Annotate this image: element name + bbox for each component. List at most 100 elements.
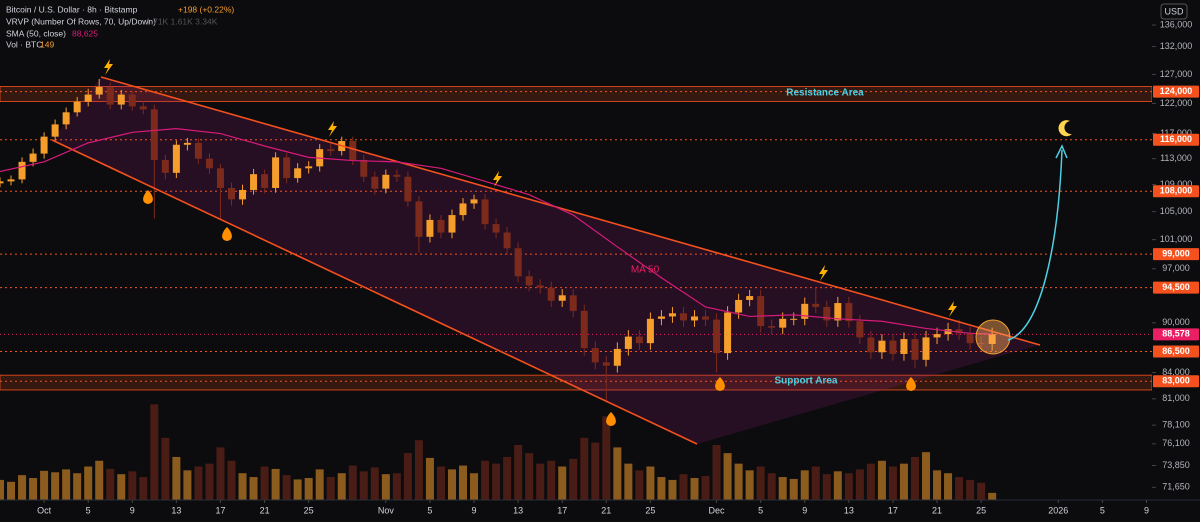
volume-bar (811, 466, 820, 500)
x-tick-label: 21 (260, 505, 270, 515)
volume-bar (271, 468, 280, 500)
volume-bar (62, 469, 71, 500)
y-tick-label: 101,000 (1160, 234, 1193, 244)
vol-value: 149 (40, 39, 54, 49)
candle-body (51, 124, 59, 137)
candle-body (492, 224, 500, 233)
volume-bar (282, 475, 291, 500)
lightning-icons (104, 59, 957, 317)
currency-box[interactable] (1160, 3, 1188, 20)
vol-label: Vol · BTC (6, 39, 42, 49)
volume-bar (514, 445, 523, 500)
candle-body (735, 299, 743, 313)
change: +198 (+0.22%) (178, 4, 234, 14)
volume-bar (866, 463, 875, 500)
x-tick-label: 9 (802, 505, 807, 515)
volume-bar (503, 456, 512, 500)
candle-body (569, 295, 577, 311)
candle-body (250, 174, 258, 190)
volume-bar (40, 470, 49, 500)
volume-bar (194, 466, 203, 500)
candle-body (459, 203, 467, 216)
candle-body (150, 109, 158, 160)
candle-body (801, 303, 809, 319)
volume-bar (161, 437, 170, 500)
volume-bar (459, 465, 468, 500)
volume-bar (569, 458, 578, 500)
x-tick-label: 5 (1100, 505, 1105, 515)
x-tick-label: 5 (758, 505, 763, 515)
volume-bar (29, 478, 38, 500)
resistance-label: Resistance Area (786, 88, 864, 99)
volume-bar (668, 479, 677, 500)
candle-body (657, 316, 665, 319)
volume-bar (436, 466, 445, 500)
volume-bar (855, 469, 864, 500)
candle-body (481, 199, 489, 225)
fire (222, 227, 232, 241)
currency[interactable]: USD (1164, 6, 1184, 16)
volume-bar (139, 477, 148, 500)
x-tick-label: 17 (557, 505, 567, 515)
volume-bar (392, 473, 401, 500)
candle-body (404, 176, 412, 202)
candle-body (713, 319, 721, 354)
y-tick-label: 76,100 (1162, 438, 1190, 448)
candle-body (878, 340, 886, 353)
breakout-circle (975, 319, 1011, 355)
candle-body (646, 318, 654, 344)
level-label: 124,000 (1160, 86, 1193, 96)
y-tick-label: 78,100 (1162, 420, 1190, 430)
symbol: Bitcoin / U.S. Dollar · 8h · Bitstamp (6, 4, 138, 14)
candle-body (84, 94, 92, 102)
x-tick-label: 9 (1144, 505, 1149, 515)
y-tick-label: 127,000 (1160, 69, 1193, 79)
y-tick-label: 105,000 (1160, 206, 1193, 216)
candle-body (779, 318, 787, 328)
volume-bar (51, 472, 60, 500)
candle-body (635, 336, 643, 344)
volume-bar (756, 466, 765, 500)
candle-body (547, 287, 555, 301)
moon-icon (1058, 120, 1072, 137)
candle-body (40, 136, 48, 154)
y-tick-label: 136,000 (1160, 19, 1193, 29)
candle-body (261, 174, 269, 188)
candle-body (426, 219, 434, 237)
volume-bar (944, 473, 953, 500)
candle-body (977, 343, 985, 345)
x-tick-label: Dec (709, 505, 726, 515)
candle-body (900, 339, 908, 354)
level-label: 86,500 (1162, 346, 1190, 356)
candle-body (18, 161, 26, 180)
candle-body (911, 339, 919, 360)
volume-bar (249, 477, 258, 500)
candle-body (668, 313, 676, 317)
candle-body (106, 87, 114, 105)
x-tick-label: 13 (171, 505, 181, 515)
candle-body (602, 362, 610, 366)
x-tick-label: 25 (976, 505, 986, 515)
volume-bar (899, 463, 908, 500)
level-label: 94,500 (1162, 282, 1190, 292)
level-tag (1153, 375, 1199, 388)
volume-bar (723, 453, 732, 500)
y-tick-label: 90,000 (1162, 317, 1190, 327)
fire (606, 412, 616, 426)
lightning (104, 59, 113, 75)
x-tick-label: 9 (130, 505, 135, 515)
volume-bar (977, 482, 986, 500)
volume-bar (822, 474, 831, 500)
candle-body (988, 334, 996, 344)
lightning (948, 301, 957, 317)
candle-body (172, 144, 180, 173)
volume-bar (150, 404, 159, 500)
volume-bar (591, 442, 600, 500)
last-price-tag (1153, 328, 1199, 341)
candle-body (889, 340, 897, 354)
lightning (493, 171, 502, 187)
candle-body (349, 141, 357, 160)
volume-bar (315, 469, 324, 500)
candle-body (580, 310, 588, 349)
